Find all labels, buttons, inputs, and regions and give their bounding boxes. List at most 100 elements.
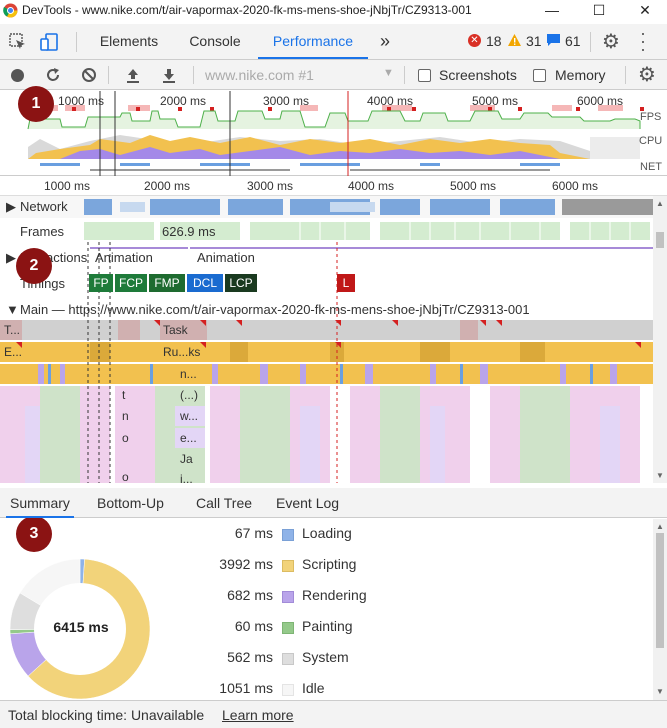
animation-label[interactable]: Animation bbox=[95, 250, 153, 265]
flame-block[interactable]: t bbox=[122, 388, 126, 402]
warning-icon bbox=[508, 34, 521, 46]
tracks-graphics bbox=[0, 196, 653, 483]
flame-block[interactable]: o bbox=[122, 470, 129, 483]
summary-value: 67 ms bbox=[234, 525, 273, 541]
error-count[interactable]: 18 bbox=[486, 33, 502, 49]
summary-value: 60 ms bbox=[234, 618, 273, 634]
tracks-scrollbar[interactable]: ▲ ▼ bbox=[653, 196, 667, 483]
ruler-tick: 5000 ms bbox=[450, 179, 497, 193]
divider bbox=[625, 66, 626, 84]
settings-gear-icon[interactable]: ⚙ bbox=[602, 31, 620, 53]
memory-checkbox[interactable] bbox=[533, 69, 546, 82]
message-icon bbox=[547, 34, 560, 46]
minimize-button[interactable]: — bbox=[545, 2, 559, 18]
flame-block[interactable]: Task bbox=[163, 323, 188, 337]
chrome-logo-icon bbox=[3, 3, 18, 18]
scroll-down-icon[interactable]: ▼ bbox=[656, 471, 664, 480]
memory-label[interactable]: Memory bbox=[555, 67, 606, 83]
clear-icon[interactable] bbox=[80, 66, 98, 84]
flame-block[interactable]: w... bbox=[180, 409, 199, 423]
screenshots-label[interactable]: Screenshots bbox=[439, 67, 517, 83]
save-profile-icon[interactable] bbox=[160, 66, 178, 84]
system-swatch bbox=[282, 653, 294, 665]
flame-block[interactable]: (...) bbox=[180, 388, 198, 402]
inspect-element-icon[interactable] bbox=[9, 33, 27, 51]
tab-console[interactable]: Console bbox=[189, 33, 241, 49]
overview-tick: 4000 ms bbox=[367, 94, 414, 108]
network-track-label[interactable]: Network bbox=[20, 199, 68, 214]
scrollbar-thumb[interactable] bbox=[656, 232, 664, 248]
more-tabs-button[interactable]: » bbox=[379, 31, 390, 51]
summary-scrollbar[interactable]: ▲ ▼ bbox=[653, 519, 667, 700]
flame-block[interactable]: E... bbox=[4, 345, 23, 359]
net-label: NET bbox=[640, 161, 662, 173]
frames-track-label: Frames bbox=[20, 224, 65, 239]
main-track-label[interactable]: Main — https://www.nike.com/t/air-vaporm… bbox=[20, 302, 530, 317]
overview-tick: 2000 ms bbox=[160, 94, 207, 108]
expand-interactions-icon[interactable]: ▶ bbox=[6, 250, 16, 265]
flame-block[interactable]: Ja bbox=[180, 452, 193, 466]
reload-record-icon[interactable] bbox=[44, 66, 62, 84]
flame-block[interactable]: n... bbox=[180, 367, 197, 381]
fcp-marker[interactable]: FCP bbox=[115, 274, 147, 292]
flame-block[interactable]: j... bbox=[180, 472, 193, 483]
message-count[interactable]: 61 bbox=[565, 33, 581, 49]
tab-elements[interactable]: Elements bbox=[99, 33, 159, 49]
expand-network-icon[interactable]: ▶ bbox=[6, 199, 16, 214]
scroll-up-icon[interactable]: ▲ bbox=[656, 522, 664, 531]
status-footer: Total blocking time: Unavailable Learn m… bbox=[0, 700, 667, 728]
tab-call-tree[interactable]: Call Tree bbox=[196, 495, 253, 511]
tab-bottom-up[interactable]: Bottom-Up bbox=[97, 495, 164, 511]
record-button[interactable] bbox=[11, 69, 24, 82]
divider bbox=[76, 32, 77, 52]
summary-row: 682 ms Rendering bbox=[193, 587, 493, 609]
close-window-button[interactable]: ✕ bbox=[639, 2, 651, 18]
flame-block[interactable]: e... bbox=[180, 431, 197, 445]
cpu-label: CPU bbox=[639, 135, 663, 147]
chevron-down-icon[interactable]: ▼ bbox=[383, 67, 394, 79]
more-options-icon[interactable]: · · · bbox=[640, 23, 646, 59]
capture-settings-gear-icon[interactable]: ⚙ bbox=[638, 64, 656, 86]
scripting-swatch bbox=[282, 560, 294, 572]
profile-select[interactable]: www.nike.com #1 bbox=[205, 67, 314, 83]
load-marker[interactable]: L bbox=[337, 274, 355, 292]
load-profile-icon[interactable] bbox=[124, 66, 142, 84]
maximize-button[interactable]: ☐ bbox=[592, 2, 606, 18]
fmp-marker[interactable]: FMP bbox=[149, 274, 185, 292]
divider bbox=[193, 66, 194, 84]
collapse-main-icon[interactable]: ▼ bbox=[6, 302, 19, 317]
flame-block[interactable]: o bbox=[122, 431, 129, 445]
scrollbar-thumb[interactable] bbox=[656, 533, 664, 648]
dcl-marker[interactable]: DCL bbox=[187, 274, 223, 292]
summary-row: 60 ms Painting bbox=[193, 618, 493, 640]
tab-performance[interactable]: Performance bbox=[258, 24, 368, 59]
scroll-up-icon[interactable]: ▲ bbox=[656, 199, 664, 208]
annotation-badge: 1 bbox=[18, 86, 54, 122]
learn-more-link[interactable]: Learn more bbox=[222, 707, 294, 723]
overview-tick: 3000 ms bbox=[263, 94, 310, 108]
flame-block[interactable]: Ru...ks bbox=[163, 345, 201, 359]
error-icon: ✕ bbox=[468, 34, 481, 47]
tab-event-log[interactable]: Event Log bbox=[276, 495, 340, 511]
summary-panel: 6415 ms 67 ms Loading 3992 ms Scripting … bbox=[0, 519, 653, 700]
summary-name: Rendering bbox=[302, 587, 367, 603]
flame-block[interactable]: n bbox=[122, 409, 129, 423]
summary-row: 1051 ms Idle bbox=[193, 680, 493, 700]
title-bar: DevTools - www.nike.com/t/air-vapormax-2… bbox=[0, 0, 667, 22]
fp-marker[interactable]: FP bbox=[89, 274, 113, 292]
divider bbox=[590, 32, 591, 52]
flame-chart[interactable]: ▶ Network Frames 626.9 ms ▶ Interactions… bbox=[0, 196, 653, 483]
summary-name: Loading bbox=[302, 525, 352, 541]
tab-summary[interactable]: Summary bbox=[6, 488, 74, 518]
frame-time[interactable]: 626.9 ms bbox=[162, 224, 216, 239]
warning-count[interactable]: 31 bbox=[526, 33, 542, 49]
flame-block[interactable]: T... bbox=[4, 323, 21, 337]
animation-label[interactable]: Animation bbox=[197, 250, 255, 265]
lcp-marker[interactable]: LCP bbox=[225, 274, 257, 292]
ruler-tick: 4000 ms bbox=[348, 179, 395, 193]
timeline-overview[interactable]: 1000 ms 2000 ms 3000 ms 4000 ms 5000 ms … bbox=[0, 91, 667, 176]
ruler-tick: 3000 ms bbox=[247, 179, 294, 193]
screenshots-checkbox[interactable] bbox=[418, 69, 431, 82]
scroll-down-icon[interactable]: ▼ bbox=[656, 687, 664, 696]
device-toolbar-icon[interactable] bbox=[40, 32, 60, 52]
